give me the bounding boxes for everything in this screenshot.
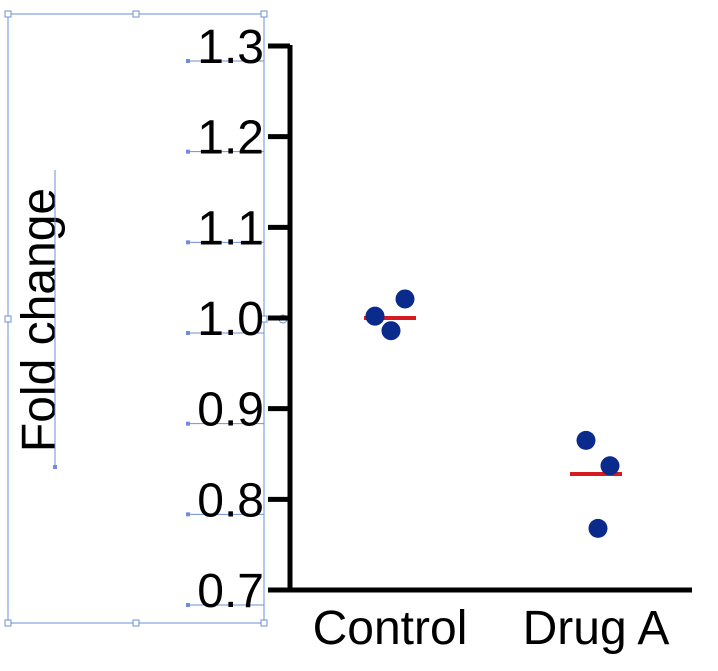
x-category-label: Control [313,602,468,655]
y-axis-title: Fold change [13,188,66,452]
y-tick-handle [186,603,190,607]
data-point [600,456,620,476]
y-tick-label: 1.0 [197,293,264,346]
data-marks [364,289,622,538]
y-tick-label: 0.9 [197,384,264,437]
y-tick-label: 0.7 [197,565,264,618]
data-point [576,430,596,450]
y-tick-handle [186,421,190,426]
data-point [381,321,401,341]
x-category-label: Drug A [523,602,670,655]
y-tick-handle [186,240,190,245]
y-tick-label: 0.8 [197,474,264,527]
data-point [588,518,608,538]
y-tick-label: 1.3 [197,21,264,74]
y-tick-label: 1.2 [197,112,264,165]
y-tick-handle [186,149,190,154]
x-axis-categories: Control Drug A [313,602,670,655]
y-axis-ticks: 1.3 1.2 1.1 1.0 0.9 0.8 0.7 [186,21,290,618]
y-tick-label: 1.1 [197,202,264,255]
y-tick-handle [186,59,190,63]
y-tick-handle [186,331,190,335]
data-point [395,289,415,309]
data-point [365,306,385,326]
y-axis-title-group[interactable]: Fold change [13,170,66,469]
axes [287,45,692,593]
y-tick-handle [186,512,190,517]
selection-frame[interactable] [4,10,288,627]
